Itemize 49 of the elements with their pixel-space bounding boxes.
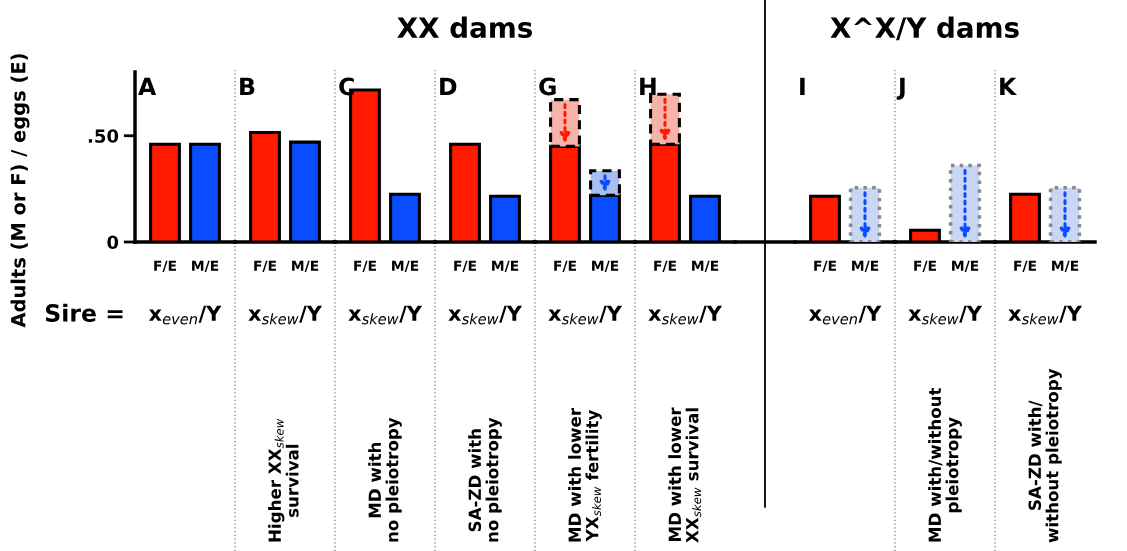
chart-title: C <box>339 77 354 96</box>
x-tick-label: M/E <box>592 260 619 273</box>
x-tick-label: F/E <box>354 260 377 273</box>
chart-title: I <box>800 77 805 96</box>
text: SA-ZD with/ without pleiotropy <box>1028 368 1062 543</box>
text: Sire = <box>45 303 123 322</box>
y-tick-label: 0 <box>107 235 119 250</box>
x-tick-label: M/E <box>952 260 979 273</box>
chart-title: A <box>138 77 157 96</box>
x-tick-label: F/E <box>254 260 277 273</box>
x-axis-title: x$_{skew}$/Y <box>548 305 623 325</box>
text: Higher XX$_{skew}$ survival <box>268 418 299 542</box>
chart-title: K <box>1000 77 1018 96</box>
x-tick-label: M/E <box>192 260 219 273</box>
x-axis-title: x$_{skew}$/Y <box>1008 305 1083 325</box>
x-axis-title: x$_{skew}$/Y <box>648 305 723 325</box>
text: SA-ZD with no pleiotropy <box>468 417 502 542</box>
y-axis-title: Adults (M or F) / eggs (E) <box>10 54 30 328</box>
x-axis-title: x$_{even}$/Y <box>148 305 222 325</box>
x-tick-label: F/E <box>814 260 837 273</box>
chart-title: G <box>539 77 556 96</box>
x-tick-label: M/E <box>492 260 519 273</box>
text: MD with lower YX$_{skew}$ fertility <box>568 408 602 542</box>
x-axis-title: x$_{even}$/Y <box>808 305 882 325</box>
text: MD with no pleiotropy <box>368 417 402 542</box>
text: MD with lower XX$_{skew}$ survival <box>668 407 702 543</box>
x-axis-title: x$_{skew}$/Y <box>448 305 523 325</box>
chart-title: H <box>640 77 656 96</box>
x-axis-title: x$_{skew}$/Y <box>248 305 323 325</box>
chart-subtitle: X^X/Y dams <box>830 16 1019 41</box>
x-tick-label: F/E <box>454 260 477 273</box>
chart-subtitle: XX dams <box>397 16 532 39</box>
text: MD with/without pleiotropy <box>928 387 962 542</box>
x-tick-label: F/E <box>1014 260 1037 273</box>
x-tick-label: F/E <box>554 260 577 273</box>
x-tick-label: M/E <box>292 260 319 273</box>
y-tick-label: .50 <box>88 129 119 143</box>
x-tick-label: M/E <box>392 260 419 273</box>
chart-title: J <box>896 77 905 100</box>
chart-title: D <box>440 77 457 96</box>
x-tick-label: M/E <box>1052 260 1079 273</box>
x-tick-label: F/E <box>154 260 177 273</box>
x-tick-label: M/E <box>692 260 719 273</box>
x-tick-label: F/E <box>654 260 677 273</box>
x-axis-title: x$_{skew}$/Y <box>348 305 423 325</box>
chart-title: B <box>240 77 255 96</box>
x-axis-title: x$_{skew}$/Y <box>908 305 983 325</box>
x-tick-label: M/E <box>852 260 879 273</box>
x-tick-label: F/E <box>914 260 937 273</box>
